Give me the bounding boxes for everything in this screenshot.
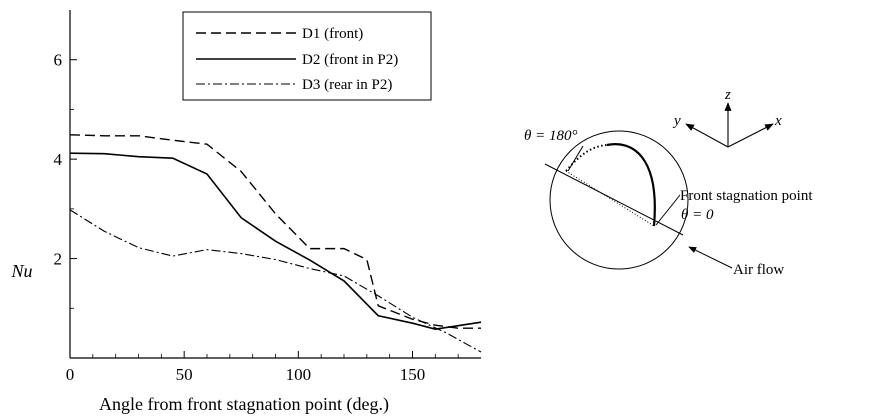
x-tick-label: 150 bbox=[400, 365, 426, 384]
theta-180-leader bbox=[567, 145, 584, 172]
sphere-outline bbox=[549, 130, 689, 270]
z-axis-letter: z bbox=[724, 87, 731, 103]
flow-axis-line bbox=[544, 163, 684, 236]
y-tick-label: 4 bbox=[54, 150, 63, 169]
legend-label-d1: D1 (front) bbox=[302, 26, 363, 42]
series-line-d1 bbox=[69, 134, 481, 329]
series-line-d3 bbox=[69, 209, 482, 353]
air-flow-label: Air flow bbox=[733, 262, 784, 278]
air-flow-arrow bbox=[688, 246, 733, 269]
sphere-diagram: z x y θ = 180° Front stagnation point θ … bbox=[524, 87, 813, 278]
series-layer bbox=[69, 134, 482, 353]
y-axis-arrow bbox=[685, 123, 729, 148]
legend: D1 (front) D2 (front in P2) D3 (rear in … bbox=[182, 11, 432, 101]
y-axis-label: Nu bbox=[10, 261, 32, 281]
x-tick-label: 0 bbox=[66, 365, 75, 384]
flow-axis-dotted bbox=[565, 170, 655, 227]
legend-box bbox=[182, 11, 432, 101]
x-tick-label: 100 bbox=[286, 365, 312, 384]
y-tick-label: 2 bbox=[54, 250, 63, 269]
legend-label-d3: D3 (rear in P2) bbox=[302, 77, 392, 93]
front-stagnation-leader bbox=[655, 194, 681, 226]
front-stagnation-label: Front stagnation point bbox=[680, 188, 813, 204]
y-tick-label: 6 bbox=[54, 51, 63, 70]
x-axis-letter: x bbox=[774, 113, 782, 129]
theta-0-label: θ = 0 bbox=[681, 207, 714, 223]
legend-label-d2: D2 (front in P2) bbox=[302, 52, 398, 68]
x-axis-arrow bbox=[727, 123, 774, 148]
x-axis-label: Angle from front stagnation point (deg.) bbox=[99, 394, 389, 415]
y-axis-letter: y bbox=[672, 113, 681, 129]
front-arc bbox=[606, 143, 656, 227]
series-line-d2 bbox=[69, 152, 482, 330]
nu-chart: 0 50 100 150 2 4 6 Nu Angle from front stagnat… bbox=[10, 10, 482, 415]
coordinate-axes: z x y bbox=[672, 87, 782, 148]
theta-180-label: θ = 180° bbox=[524, 128, 578, 144]
x-tick-label: 50 bbox=[176, 365, 193, 384]
tick-layer: 0 50 100 150 2 4 6 bbox=[54, 51, 459, 384]
rear-arc bbox=[565, 144, 608, 172]
